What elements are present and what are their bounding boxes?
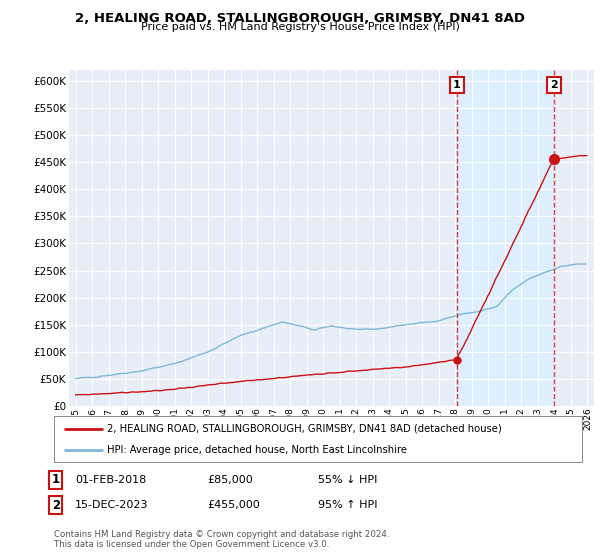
Text: 1: 1 [52,473,60,487]
Text: 01-FEB-2018: 01-FEB-2018 [75,475,146,485]
Text: 55% ↓ HPI: 55% ↓ HPI [318,475,377,485]
Text: This data is licensed under the Open Government Licence v3.0.: This data is licensed under the Open Gov… [54,540,329,549]
Text: 1: 1 [453,80,461,90]
Text: Contains HM Land Registry data © Crown copyright and database right 2024.: Contains HM Land Registry data © Crown c… [54,530,389,539]
Bar [457,70,554,406]
Text: HPI: Average price, detached house, North East Lincolnshire: HPI: Average price, detached house, Nort… [107,445,407,455]
Text: Price paid vs. HM Land Registry's House Price Index (HPI): Price paid vs. HM Land Registry's House … [140,22,460,32]
Text: 15-DEC-2023: 15-DEC-2023 [75,500,149,510]
Text: 2: 2 [550,80,557,90]
Text: 95% ↑ HPI: 95% ↑ HPI [318,500,377,510]
Text: 2: 2 [52,498,60,512]
Text: £455,000: £455,000 [207,500,260,510]
Text: 2, HEALING ROAD, STALLINGBOROUGH, GRIMSBY, DN41 8AD (detached house): 2, HEALING ROAD, STALLINGBOROUGH, GRIMSB… [107,424,502,434]
Text: £85,000: £85,000 [207,475,253,485]
Text: 2, HEALING ROAD, STALLINGBOROUGH, GRIMSBY, DN41 8AD: 2, HEALING ROAD, STALLINGBOROUGH, GRIMSB… [75,12,525,25]
